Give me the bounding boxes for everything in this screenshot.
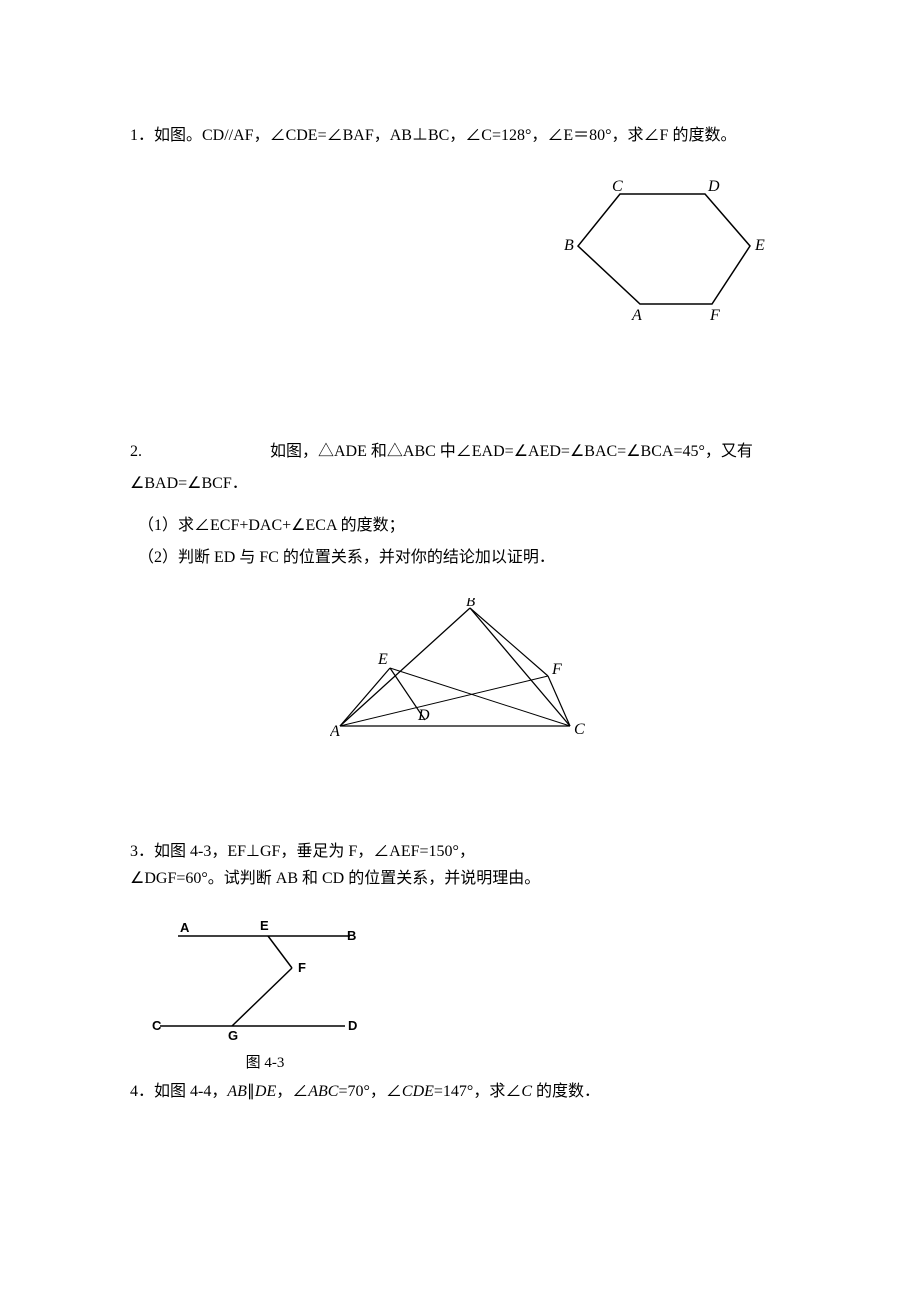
fig1-label-f: F [709,307,720,324]
figure-3-container: A B C D E F G 图 4-3 [150,916,790,1072]
p4-mid1: ，∠ [276,1083,308,1100]
fig2-label-f: F [551,661,562,678]
problem-2: 2. 如图，△ADE 和△ABC 中∠EAD=∠AED=∠BAC=∠BCA=45… [130,436,790,574]
p4-par: ∥ [247,1083,255,1100]
fig3-label-g: G [228,1028,238,1043]
fig2-label-a: A [330,723,340,738]
problem-1: 1．如图。CD//AF，∠CDE=∠BAF，AB⊥BC，∠C=128°，∠E＝8… [130,120,790,152]
problem-2-lead: 2. [130,443,142,460]
problem-1-text: 1．如图。CD//AF，∠CDE=∠BAF，AB⊥BC，∠C=128°，∠E＝8… [130,120,790,152]
fig3-label-c: C [152,1018,162,1033]
problem-2-text: 如图，△ADE 和△ABC 中∠EAD=∠AED=∠BAC=∠BCA=45°，又… [270,443,753,460]
problem-3-line2: ∠DGF=60°。试判断 AB 和 CD 的位置关系，并说明理由。 [130,870,540,887]
problem-2-line2: ∠BAD=∠BCF． [130,475,248,492]
fig2-label-e: E [377,651,388,668]
problem-3: 3．如图 4-3，EF⊥GF，垂足为 F，∠AEF=150°， ∠DGF=60°… [130,838,790,892]
p4-suffix: 的度数． [532,1083,600,1100]
p4-abc: ABC [308,1083,338,1100]
figure-3-lines: A B C D E F G [150,916,380,1046]
figure-1-hexagon: C D E F A B [560,176,770,326]
figure-2-container: A C B D E F [130,598,790,738]
p4-prefix: 4．如图 4-4， [130,1083,227,1100]
fig1-label-a: A [631,307,642,324]
fig1-label-c: C [612,178,623,195]
fig3-label-e: E [260,918,269,933]
problem-4: 4．如图 4-4，AB∥DE，∠ABC=70°，∠CDE=147°，求∠C 的度… [130,1076,790,1108]
p4-de: DE [255,1083,276,1100]
fig3-label-b: B [347,928,356,943]
figure-1-container: C D E F A B [130,176,770,326]
p4-cde: CDE [402,1083,434,1100]
fig2-label-c: C [574,721,585,738]
p4-c: C [521,1083,532,1100]
fig1-label-d: D [707,178,720,195]
figure-2-triangles: A C B D E F [330,598,590,738]
p4-mid2: =70°，∠ [338,1083,401,1100]
fig2-label-b: B [466,598,475,610]
problem-2-sub2: （2）判断 ED 与 FC 的位置关系，并对你的结论加以证明． [138,542,790,574]
fig3-label-f: F [298,960,306,975]
fig2-label-d: D [417,707,430,724]
fig1-label-b: B [564,237,574,254]
problem-3-line1: 3．如图 4-3，EF⊥GF，垂足为 F，∠AEF=150°， [130,843,475,860]
fig3-label-a: A [180,920,190,935]
fig3-label-d: D [348,1018,357,1033]
problem-2-sub1: （1）求∠ECF+DAC+∠ECA 的度数； [138,510,790,542]
fig1-label-e: E [754,237,765,254]
figure-3-caption: 图 4-3 [150,1051,380,1072]
p4-ab: AB [227,1083,247,1100]
p4-mid3: =147°，求∠ [434,1083,521,1100]
